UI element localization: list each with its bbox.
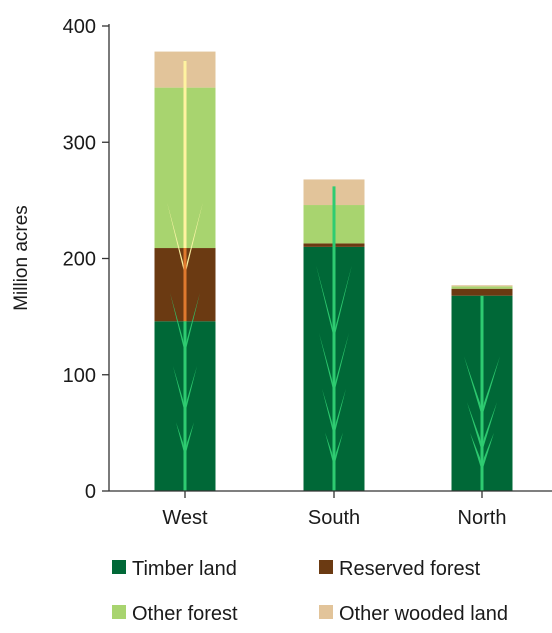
plant-leaf [322,388,334,437]
plant-leaf [470,432,482,472]
legend-label-other-wooded-land: Other wooded land [339,603,508,625]
plant-leaf [482,356,500,417]
y-axis-title: Million acres [11,205,32,311]
legend-swatch-other-forest [112,605,126,619]
plant-leaf [167,202,185,276]
plant-leaf [482,402,497,452]
legend: Timber land Reserved forest Other forest Ot… [112,558,508,625]
plant-leaf [334,432,343,467]
y-tick-label: 100 [63,365,96,387]
y-tick-label: 300 [63,132,96,154]
legend-label-reserved-forest: Reserved forest [339,558,481,580]
legend-swatch-timber-land [112,560,126,574]
plant-leaf [185,202,203,276]
plant-leaf [467,402,482,452]
plant-leaf [176,422,185,457]
legend-swatch-reserved-forest [319,560,333,574]
y-tick-label: 400 [63,16,96,38]
x-tick-label: South [308,507,360,529]
plant-leaf [185,292,200,354]
x-tick-label: West [162,507,208,529]
plant-leaf [464,356,482,417]
y-ticks: 0 100 200 300 400 [63,16,109,503]
y-tick-label: 200 [63,249,96,271]
bar-segment-other-forest-north [451,286,513,289]
plant-leaf [325,432,334,467]
bar-segment-other-wooded-land-north [451,285,513,287]
bar-segment-reserved-forest-north [451,288,513,296]
x-tick-labels: West South North [162,491,506,529]
plant-leaf [334,388,346,437]
plant-leaf [482,432,494,472]
plant-leaf [334,332,349,394]
legend-swatch-other-wooded-land [319,605,333,619]
plant-leaf [319,332,334,394]
plant-leaf [316,264,334,339]
y-tick-label: 0 [85,481,96,503]
plant-leaf [185,422,194,457]
x-tick-label: North [458,507,507,529]
legend-label-timber-land: Timber land [132,558,237,580]
axes-layer: 0 100 200 300 400 West South North Million acr… [11,16,552,529]
plant-leaf [173,366,185,414]
plant-leaf [170,292,185,354]
plant-leaf [185,366,197,414]
plant-decoration-layer [167,60,500,491]
legend-label-other-forest: Other forest [132,603,238,625]
plant-leaf [334,264,352,339]
